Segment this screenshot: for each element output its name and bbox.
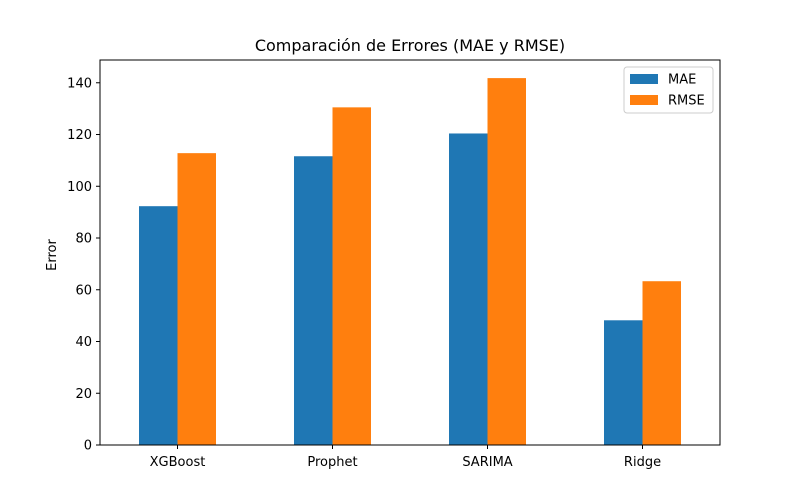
- legend-swatch-rmse: [630, 95, 658, 105]
- plot-frame: [99, 59, 721, 446]
- y-tick-label: 120: [67, 128, 92, 143]
- y-axis-title: Error: [45, 239, 60, 271]
- y-tick-label: 80: [75, 232, 92, 247]
- bar-mae-xgboost: [139, 206, 178, 445]
- y-tick-label: 20: [75, 387, 92, 402]
- y-tick-label: 40: [75, 335, 92, 350]
- legend-label-mae: MAE: [668, 73, 696, 88]
- bar-mae-prophet: [294, 156, 333, 445]
- y-tick-label: 60: [75, 283, 92, 298]
- y-tick-label: 100: [67, 180, 92, 195]
- legend-swatch-mae: [630, 74, 658, 84]
- legend: MAE RMSE: [623, 66, 714, 114]
- bar-mae-ridge: [604, 320, 643, 445]
- x-tick-label-prophet: Prophet: [307, 455, 357, 470]
- x-tick-label-sarima: SARIMA: [462, 455, 512, 470]
- y-tick-label: 140: [67, 76, 92, 91]
- bar-mae-sarima: [449, 133, 488, 446]
- chart-title: Comparación de Errores (MAE y RMSE): [255, 36, 565, 55]
- x-tick-label-ridge: Ridge: [624, 455, 661, 470]
- bar-rmse-prophet: [332, 107, 371, 445]
- x-tick-label-xgboost: XGBoost: [150, 455, 206, 470]
- bars-layer: [139, 78, 681, 446]
- bar-rmse-sarima: [487, 78, 526, 446]
- y-tick-label: 0: [84, 439, 92, 454]
- bar-rmse-xgboost: [177, 153, 216, 445]
- bar-rmse-ridge: [642, 281, 681, 445]
- axes-layer: 0 20 40 60 80 100 120 140 XGBoost Prophet SARIMA Ri…: [67, 59, 721, 470]
- legend-label-rmse: RMSE: [668, 94, 705, 109]
